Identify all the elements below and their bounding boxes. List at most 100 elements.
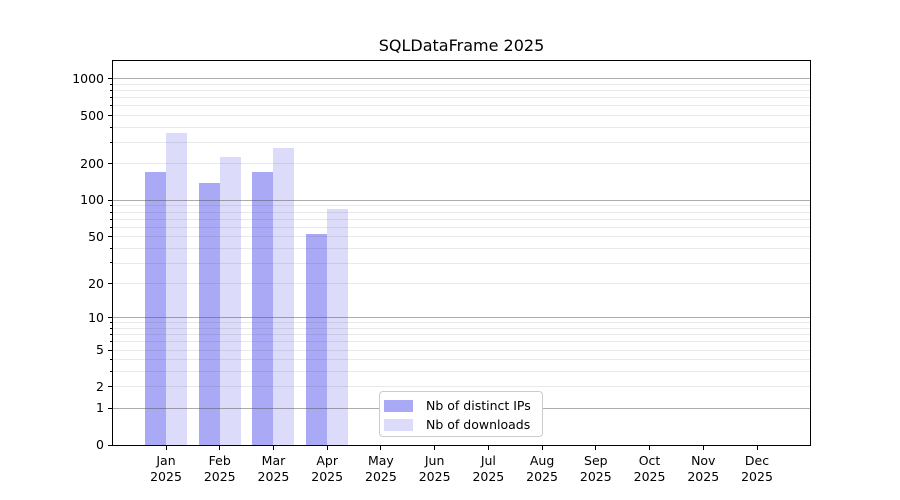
y-tick-mark — [108, 115, 112, 116]
gridline-minor — [113, 115, 810, 117]
gridline-minor — [113, 247, 810, 249]
x-tick-mark — [541, 446, 543, 450]
x-tick-mark — [219, 446, 221, 450]
y-minor-tick-mark — [110, 105, 112, 107]
legend-swatch-downloads — [384, 418, 413, 431]
gridline-minor — [113, 359, 810, 361]
y-tick-label: 2 — [96, 378, 104, 394]
y-tick-mark — [108, 283, 112, 285]
y-tick-mark — [108, 444, 112, 446]
x-tick-label: Mar 2025 — [257, 453, 290, 484]
gridline-minor — [113, 97, 810, 99]
y-tick-mark — [108, 349, 112, 351]
y-minor-tick-mark — [110, 341, 112, 343]
y-minor-tick-mark — [110, 126, 112, 128]
x-tick-mark — [702, 446, 704, 450]
gridline-minor — [113, 126, 810, 128]
gridline-minor — [113, 334, 810, 336]
gridline-minor — [113, 90, 810, 92]
y-minor-tick-mark — [110, 359, 112, 361]
gridline-minor — [113, 236, 810, 238]
legend-item-downloads: Nb of downloads — [384, 416, 542, 433]
gridline-minor — [113, 322, 810, 324]
y-tick-label: 20 — [88, 275, 104, 291]
bar-downloads-apr — [327, 208, 349, 445]
legend-label-downloads: Nb of downloads — [426, 417, 531, 432]
plot-area — [112, 60, 811, 446]
y-minor-tick-mark — [110, 142, 112, 143]
x-tick-label: Feb 2025 — [203, 453, 236, 484]
gridline-minor — [113, 205, 810, 207]
y-tick-mark — [108, 386, 112, 388]
gridline-major — [113, 199, 810, 201]
y-minor-tick-mark — [110, 205, 112, 207]
bar-downloads-jan — [166, 132, 187, 445]
x-tick-label: Jul 2025 — [472, 453, 505, 484]
y-tick-mark — [108, 78, 112, 80]
x-tick-mark — [487, 446, 489, 450]
gridline-minor — [113, 349, 810, 351]
chart-title: SQLDataFrame 2025 — [378, 36, 545, 55]
bar-distinct-ips-jan — [145, 172, 166, 445]
gridline-minor — [113, 262, 810, 264]
y-tick-mark — [108, 163, 112, 165]
y-tick-mark — [108, 317, 112, 319]
plot-layers — [113, 61, 810, 445]
x-tick-label: Oct 2025 — [633, 453, 666, 484]
x-tick-label: Nov 2025 — [687, 453, 720, 484]
gridline-minor — [113, 328, 810, 330]
y-minor-tick-mark — [110, 328, 112, 330]
y-minor-tick-mark — [110, 83, 112, 85]
legend-label-distinct-ips: Nb of distinct IPs — [426, 398, 531, 413]
x-tick-mark — [165, 446, 167, 450]
x-tick-label: Jan 2025 — [150, 453, 182, 484]
y-minor-tick-mark — [110, 90, 112, 92]
y-minor-tick-mark — [110, 334, 112, 336]
x-tick-label: May 2025 — [365, 453, 397, 484]
y-tick-label: 1 — [96, 400, 104, 416]
gridline-major — [113, 78, 810, 80]
x-tick-mark — [380, 446, 382, 450]
gridline-minor — [113, 105, 810, 107]
y-tick-label: 500 — [80, 107, 104, 123]
bar-distinct-ips-feb — [198, 182, 220, 445]
gridline-major — [113, 317, 810, 319]
legend-swatch-distinct-ips — [384, 399, 413, 412]
y-tick-label: 5 — [96, 342, 104, 358]
x-tick-label: Apr 2025 — [311, 453, 344, 484]
y-tick-label: 200 — [80, 155, 104, 171]
bar-downloads-mar — [273, 148, 295, 445]
y-tick-label: 0 — [96, 437, 104, 452]
gridline-minor — [113, 211, 810, 213]
y-minor-tick-mark — [110, 218, 112, 220]
gridline-minor — [113, 83, 810, 85]
x-tick-label: Jun 2025 — [418, 453, 451, 484]
bar-distinct-ips-apr — [306, 233, 328, 445]
bar-downloads-feb — [219, 156, 241, 445]
y-minor-tick-mark — [110, 262, 112, 264]
gridline-minor — [113, 283, 810, 285]
y-tick-label: 10 — [88, 309, 104, 325]
x-tick-label: Dec 2025 — [741, 453, 773, 484]
gridline-minor — [113, 142, 810, 144]
y-tick-label: 100 — [80, 192, 104, 208]
y-minor-tick-mark — [110, 211, 112, 213]
legend: Nb of distinct IPs Nb of downloads — [379, 391, 543, 437]
y-tick-mark — [108, 199, 112, 201]
y-tick-mark — [108, 407, 112, 409]
y-minor-tick-mark — [110, 247, 112, 249]
bar-distinct-ips-mar — [252, 172, 274, 445]
gridline-minor — [113, 341, 810, 343]
x-tick-mark — [434, 446, 436, 450]
x-tick-mark — [326, 446, 328, 450]
y-minor-tick-mark — [110, 97, 112, 99]
x-tick-mark — [649, 446, 651, 450]
y-minor-tick-mark — [110, 226, 112, 228]
y-minor-tick-mark — [110, 371, 112, 373]
gridline-minor — [113, 386, 810, 388]
x-tick-mark — [756, 446, 758, 450]
legend-item-distinct-ips: Nb of distinct IPs — [384, 397, 542, 414]
y-tick-label: 50 — [88, 228, 104, 244]
x-tick-label: Aug 2025 — [526, 453, 558, 484]
